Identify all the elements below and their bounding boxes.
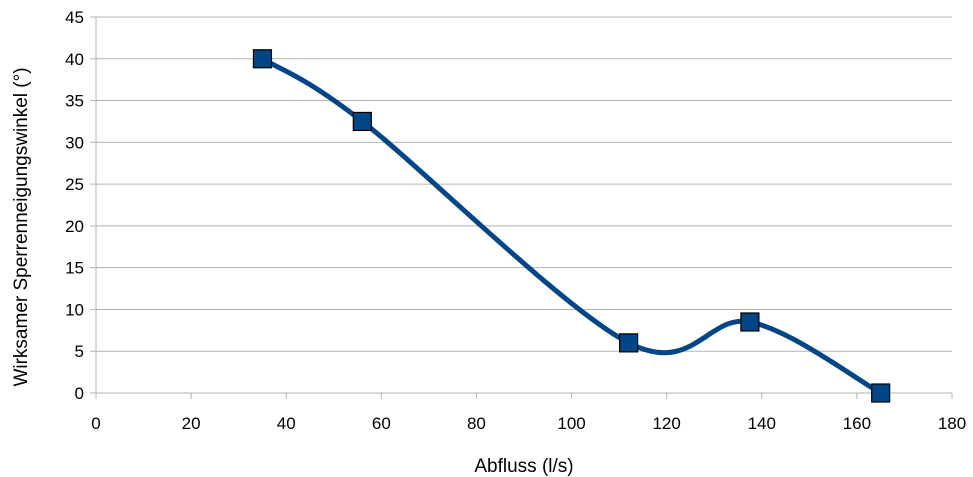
x-tick-label: 100 bbox=[557, 414, 585, 433]
x-tick-label: 180 bbox=[938, 414, 966, 433]
y-tick-label: 35 bbox=[65, 92, 84, 111]
x-tick-label: 80 bbox=[467, 414, 486, 433]
y-tick-label: 30 bbox=[65, 133, 84, 152]
data-point-marker bbox=[352, 111, 372, 132]
data-point-marker bbox=[252, 49, 273, 69]
y-tick-label: 5 bbox=[75, 342, 84, 361]
x-tick-label: 60 bbox=[372, 414, 391, 433]
y-tick-labels: 0 5 10 15 20 25 30 35 40 45 bbox=[65, 8, 84, 403]
y-tick-label: 40 bbox=[65, 50, 84, 69]
data-point-marker bbox=[871, 383, 891, 403]
x-tick-label: 160 bbox=[843, 414, 871, 433]
data-point-marker bbox=[740, 312, 760, 332]
x-tick-labels: 0 20 40 60 80 100 120 140 160 180 bbox=[91, 414, 966, 433]
series-layer bbox=[252, 49, 891, 403]
x-axis-title: Abfluss (l/s) bbox=[474, 456, 573, 477]
y-tick-label: 20 bbox=[65, 217, 84, 236]
axes bbox=[90, 16, 953, 399]
y-axis-title: Wirksamer Sperrenneigungswinkel (°) bbox=[11, 67, 32, 386]
y-tick-label: 10 bbox=[65, 300, 84, 319]
y-tick-label: 45 bbox=[65, 8, 84, 27]
gridlines bbox=[96, 16, 952, 352]
x-tick-label: 140 bbox=[748, 414, 776, 433]
x-tick-label: 120 bbox=[652, 414, 680, 433]
x-tick-label: 40 bbox=[277, 414, 296, 433]
y-tick-label: 25 bbox=[65, 175, 84, 194]
x-tick-label: 0 bbox=[91, 414, 100, 433]
x-tick-label: 20 bbox=[182, 414, 201, 433]
y-tick-label: 15 bbox=[65, 259, 84, 278]
y-tick-label: 0 bbox=[75, 384, 84, 403]
data-point-marker bbox=[619, 333, 639, 353]
